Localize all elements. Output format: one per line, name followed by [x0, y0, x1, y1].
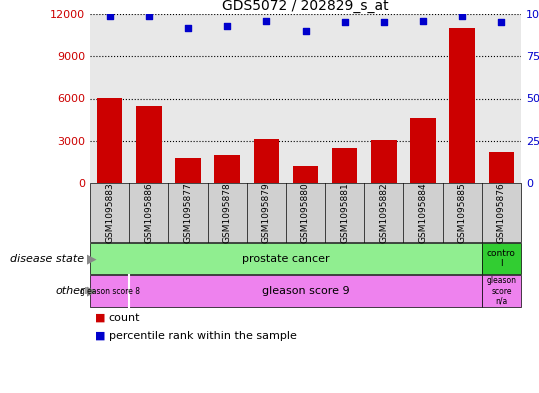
Bar — [371, 140, 397, 183]
Text: GSM1095884: GSM1095884 — [419, 182, 427, 243]
Point — [301, 28, 310, 34]
Point — [340, 19, 349, 26]
Bar — [97, 98, 122, 183]
Text: percentile rank within the sample: percentile rank within the sample — [109, 331, 297, 341]
Point — [458, 13, 467, 19]
Text: count: count — [109, 313, 140, 323]
Bar — [293, 166, 318, 183]
Point — [223, 23, 231, 29]
Point — [144, 13, 153, 19]
Text: GSM1095879: GSM1095879 — [262, 182, 271, 243]
Text: GSM1095883: GSM1095883 — [105, 182, 114, 243]
Text: gleason
score
n/a: gleason score n/a — [486, 276, 516, 306]
Bar — [136, 106, 162, 183]
Text: GSM1095885: GSM1095885 — [458, 182, 467, 243]
Point — [497, 19, 506, 26]
Point — [262, 18, 271, 24]
Text: ■: ■ — [95, 313, 106, 323]
Text: gleason score 9: gleason score 9 — [262, 286, 349, 296]
Bar — [410, 118, 436, 183]
Text: GSM1095876: GSM1095876 — [497, 182, 506, 243]
Title: GDS5072 / 202829_s_at: GDS5072 / 202829_s_at — [222, 0, 389, 13]
Text: other: other — [55, 286, 85, 296]
Text: ▶: ▶ — [87, 252, 97, 265]
Text: GSM1095882: GSM1095882 — [379, 182, 389, 243]
Text: ▶: ▶ — [87, 285, 97, 298]
Bar — [215, 155, 240, 183]
Point — [419, 18, 427, 24]
Bar — [253, 140, 279, 183]
Bar — [450, 28, 475, 183]
Point — [379, 19, 388, 26]
Text: contro
l: contro l — [487, 249, 516, 268]
Bar — [332, 148, 357, 183]
Text: prostate cancer: prostate cancer — [242, 253, 330, 263]
Text: GSM1095886: GSM1095886 — [144, 182, 153, 243]
Point — [184, 24, 192, 31]
Point — [105, 13, 114, 19]
Text: ■: ■ — [95, 331, 106, 341]
Text: GSM1095878: GSM1095878 — [223, 182, 232, 243]
Text: GSM1095881: GSM1095881 — [340, 182, 349, 243]
Text: gleason score 8: gleason score 8 — [80, 286, 140, 296]
Text: GSM1095877: GSM1095877 — [183, 182, 192, 243]
Bar — [489, 152, 514, 183]
Text: GSM1095880: GSM1095880 — [301, 182, 310, 243]
Bar — [175, 158, 201, 183]
Text: disease state: disease state — [10, 253, 85, 263]
